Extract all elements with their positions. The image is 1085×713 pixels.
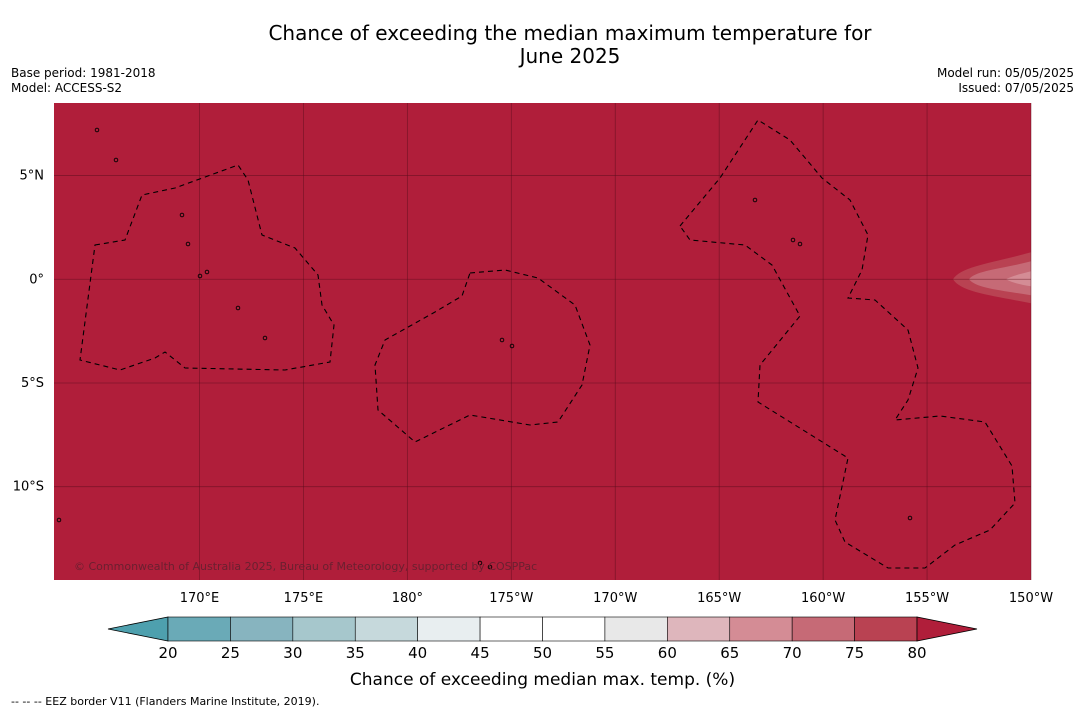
y-tick-label: 10°S <box>13 480 44 495</box>
colorbar-tick-label: 25 <box>221 644 240 662</box>
colorbar-bin <box>729 616 793 642</box>
colorbar-label: Chance of exceeding median max. temp. (%… <box>350 670 735 690</box>
colorbar-bin <box>167 616 231 642</box>
map-field <box>54 103 1031 580</box>
colorbar-bin <box>230 616 294 642</box>
colorbar-tick-label: 20 <box>158 644 177 662</box>
island <box>790 237 796 243</box>
eez-border-1 <box>79 164 335 371</box>
anomaly-band-70 <box>969 261 1031 296</box>
colorbar-tick-label: 75 <box>845 644 864 662</box>
island <box>94 127 100 133</box>
colorbar-bin <box>604 616 668 642</box>
y-tick-label: 5°N <box>20 169 45 184</box>
title-line-1: Chance of exceeding the median maximum t… <box>268 21 872 45</box>
colorbar-bin <box>417 616 481 642</box>
island <box>499 337 505 343</box>
title-line-2: June 2025 <box>519 44 621 68</box>
colorbar-bin <box>667 616 731 642</box>
issued-date: Issued: 07/05/2025 <box>958 81 1074 95</box>
x-tick-label: 175°W <box>489 591 533 606</box>
colorbar-tick-label: 35 <box>346 644 365 662</box>
colorbar-bin <box>854 616 918 642</box>
meta-left: Base period: 1981-2018 Model: ACCESS-S2 <box>11 66 156 96</box>
x-tick-label: 165°W <box>697 591 741 606</box>
base-period: Base period: 1981-2018 <box>11 66 156 80</box>
x-tick-label: 180° <box>392 591 423 606</box>
island <box>797 241 803 247</box>
y-tick-label: 0° <box>29 272 44 287</box>
colorbar-bin <box>292 616 356 642</box>
anomaly-band-65 <box>1006 271 1031 287</box>
island <box>477 560 483 566</box>
eez-legend: -- -- -- EEZ border V11 (Flanders Marine… <box>11 695 320 708</box>
colorbar-under-arrow <box>107 616 169 642</box>
island <box>197 273 203 279</box>
colorbar-tick-label: 65 <box>720 644 739 662</box>
colorbar-bin <box>354 616 418 642</box>
island <box>262 335 268 341</box>
colorbar-bin <box>542 616 606 642</box>
x-tick-label: 155°W <box>905 591 949 606</box>
x-tick-label: 175°E <box>284 591 324 606</box>
colorbar-tick-label: 40 <box>408 644 427 662</box>
island <box>752 197 758 203</box>
colorbar-tick-label: 30 <box>283 644 302 662</box>
island <box>509 343 515 349</box>
model-name: Model: ACCESS-S2 <box>11 81 123 95</box>
island <box>235 305 241 311</box>
colorbar-tick-label: 50 <box>533 644 552 662</box>
island <box>185 241 191 247</box>
colorbar-tick-label: 80 <box>907 644 926 662</box>
colorbar-tick-label: 70 <box>783 644 802 662</box>
eez-border-2 <box>374 269 591 443</box>
meta-right: Model run: 05/05/2025 Issued: 07/05/2025 <box>937 66 1074 96</box>
y-tick-label: 5°S <box>21 376 44 391</box>
x-tick-label: 170°E <box>180 591 220 606</box>
island <box>56 517 62 523</box>
island <box>204 269 210 275</box>
island <box>179 212 185 218</box>
chart-title: Chance of exceeding the median maximum t… <box>0 22 1085 68</box>
x-tick-label: 150°W <box>1009 591 1053 606</box>
model-run: Model run: 05/05/2025 <box>936 66 1074 80</box>
island <box>113 157 119 163</box>
colorbar-tick-label: 60 <box>658 644 677 662</box>
colorbar-tick-label: 55 <box>595 644 614 662</box>
attribution-text: © Commonwealth of Australia 2025, Bureau… <box>74 560 537 573</box>
island <box>487 564 493 570</box>
eez-border-3 <box>679 119 1016 569</box>
island <box>907 515 913 521</box>
colorbar-tick-label: 45 <box>471 644 490 662</box>
colorbar-bin <box>479 616 543 642</box>
colorbar-over-arrow <box>916 616 978 642</box>
x-tick-label: 160°W <box>801 591 845 606</box>
colorbar-bin <box>791 616 855 642</box>
x-tick-label: 170°W <box>593 591 637 606</box>
